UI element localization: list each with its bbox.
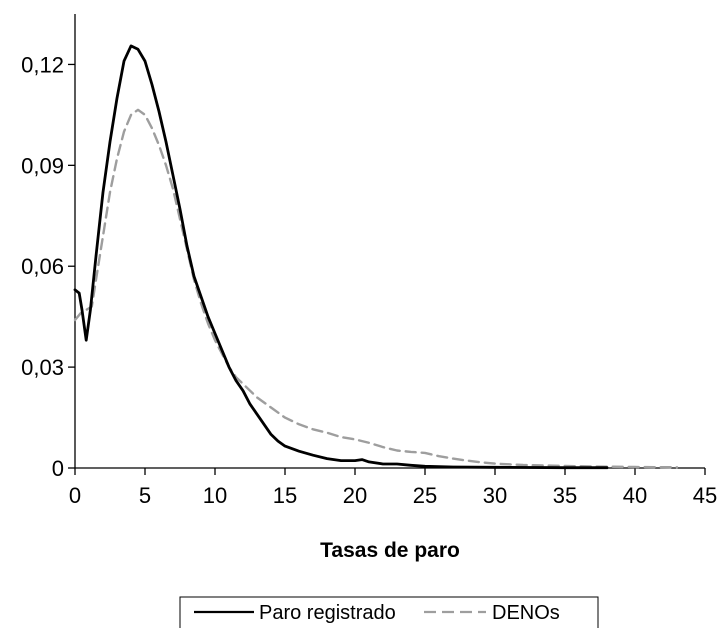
x-tick-label: 40 xyxy=(623,483,647,508)
legend: Paro registrado DENOs xyxy=(179,596,599,628)
x-tick-label: 45 xyxy=(693,483,717,508)
x-tick-label: 25 xyxy=(413,483,437,508)
y-tick-label: 0,03 xyxy=(21,355,64,380)
legend-label-denos: DENOs xyxy=(492,602,560,624)
x-tick-label: 20 xyxy=(343,483,367,508)
series-layer xyxy=(73,44,679,470)
x-tick-label: 10 xyxy=(203,483,227,508)
series-line-denos xyxy=(73,108,679,469)
plot-area: 0 0,03 0,06 0,09 0,12 0 5 10 15 20 25 30 35 40 45 xyxy=(21,14,717,508)
x-tick-label: 0 xyxy=(69,483,81,508)
x-axis-title: Tasas de paro xyxy=(320,539,460,562)
y-tick-label: 0 xyxy=(52,456,64,481)
y-tick-label: 0,12 xyxy=(21,52,64,77)
legend-label-paro-registrado: Paro registrado xyxy=(259,602,396,624)
y-tick-label: 0,06 xyxy=(21,254,64,279)
y-axis-ticks: 0 0,03 0,06 0,09 0,12 xyxy=(21,52,75,481)
x-tick-label: 5 xyxy=(139,483,151,508)
y-tick-label: 0,09 xyxy=(21,153,64,178)
x-tick-label: 15 xyxy=(273,483,297,508)
series-line-paro-registrado xyxy=(73,44,609,470)
x-tick-label: 35 xyxy=(553,483,577,508)
x-tick-label: 30 xyxy=(483,483,507,508)
x-axis-ticks: 0 5 10 15 20 25 30 35 40 45 xyxy=(69,468,717,508)
